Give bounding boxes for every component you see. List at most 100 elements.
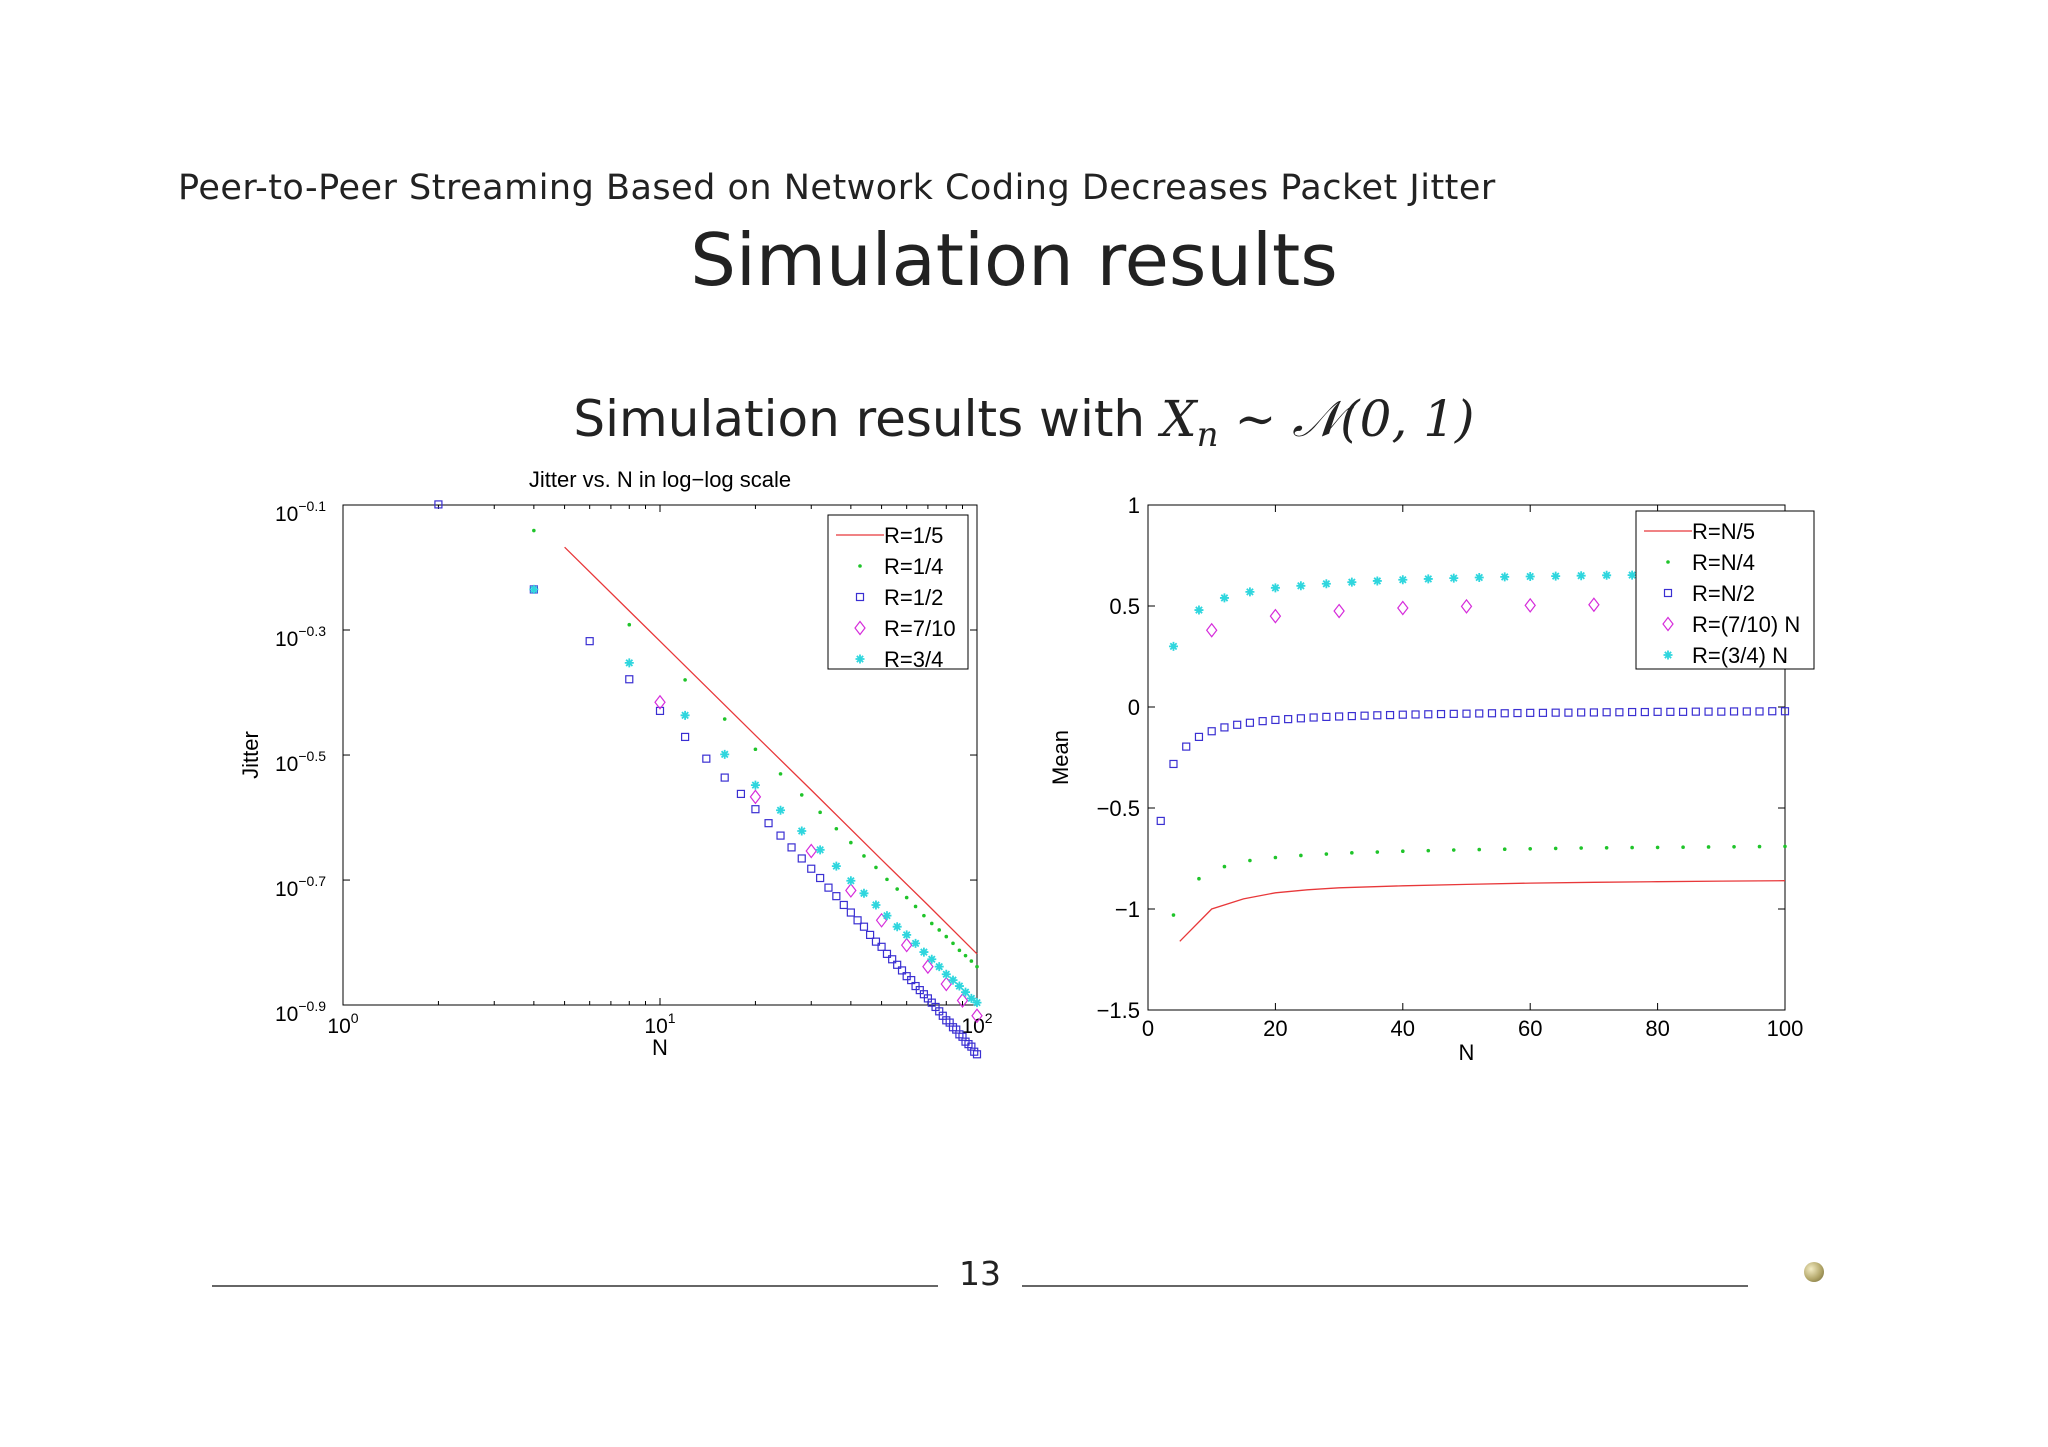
data-point [1475, 709, 1484, 718]
data-point [853, 916, 862, 925]
math-distribution: ∼ 𝒩(0, 1) [1218, 390, 1475, 448]
data-point [1678, 707, 1688, 716]
data-point [972, 998, 982, 1008]
data-point [859, 888, 869, 898]
data-point [776, 805, 786, 815]
data-point [839, 900, 848, 910]
data-point [937, 928, 942, 932]
data-point [1460, 598, 1473, 614]
data-point [1604, 845, 1609, 850]
series-R=1/4 [532, 528, 979, 969]
data-point [922, 959, 934, 975]
data-point [1553, 846, 1558, 851]
data-point [1385, 710, 1395, 720]
data-point [927, 954, 937, 964]
data-point [1397, 600, 1409, 616]
data-point [1577, 708, 1586, 717]
data-point [871, 937, 881, 946]
data-point [807, 864, 816, 873]
legend: R=N/5 R=N/4 R=N/2 R=(7/10) N R=(3/4) N [1635, 510, 1815, 670]
data-point [787, 843, 796, 852]
data-point [1269, 608, 1282, 624]
data-point [911, 938, 921, 948]
data-point [1207, 727, 1216, 736]
data-point [961, 987, 971, 997]
series-R=7/10 [654, 694, 983, 1024]
page-number: 13 [959, 1254, 1001, 1293]
data-point [1350, 851, 1354, 855]
x-tick-label: 20 [1263, 1016, 1287, 1041]
data-point [919, 947, 929, 957]
legend-label: R=N/5 [1692, 519, 1755, 544]
legend-marker [854, 620, 866, 636]
data-point [1655, 845, 1660, 850]
data-point [944, 934, 949, 939]
legend-marker [855, 654, 865, 664]
data-point [1589, 708, 1599, 717]
data-point [1564, 708, 1573, 717]
data-point [683, 678, 687, 682]
data-point [1222, 864, 1227, 869]
data-point [1245, 718, 1255, 727]
slide-subtitle: Simulation results with Xn ∼ 𝒩(0, 1) [0, 390, 2048, 455]
data-point [874, 865, 878, 870]
data-point [1411, 710, 1420, 719]
footer-line-left [212, 1285, 938, 1287]
data-point [1321, 579, 1331, 589]
data-point [888, 955, 897, 964]
data-point [627, 622, 632, 627]
data-point [1205, 622, 1218, 638]
data-point [1602, 570, 1612, 580]
data-point [1156, 816, 1165, 826]
data-point [1653, 707, 1662, 716]
series-R=1/5 [564, 546, 978, 955]
data-point [1333, 603, 1345, 619]
data-point [1627, 570, 1637, 580]
data-point [1742, 707, 1751, 716]
data-point [929, 921, 934, 926]
data-point [1780, 707, 1790, 716]
data-point [922, 913, 926, 918]
mean-vs-n-chart: 0 20 40 60 80 100−1.5−1−0.500.51NMeanR=N/5R=N… [1048, 493, 1815, 1065]
data-point [1615, 708, 1624, 717]
plot-frame [1147, 504, 1786, 1011]
data-point [1169, 759, 1178, 769]
data-point [1551, 571, 1561, 581]
y-tick-label: −1 [1115, 897, 1140, 922]
data-point [624, 658, 634, 668]
data-point [902, 930, 912, 940]
navigation-ball-icon[interactable] [1804, 1262, 1824, 1282]
legend-label: R=1/2 [884, 585, 943, 610]
chart-title: Jitter vs. N in log−log scale [529, 467, 791, 492]
data-point [1526, 708, 1535, 717]
x-tick-label: 40 [1391, 1016, 1415, 1041]
data-point [832, 892, 841, 901]
data-point [971, 1008, 983, 1024]
data-point [1524, 597, 1536, 613]
y-axis-label: Jitter [238, 731, 263, 779]
data-point [1666, 707, 1675, 716]
data-point [655, 706, 665, 716]
data-point [972, 1050, 982, 1059]
data-point [900, 937, 913, 953]
data-point [964, 1040, 973, 1049]
data-point [948, 975, 958, 985]
data-point [1233, 720, 1242, 729]
data-point [1322, 712, 1331, 721]
data-point [1426, 848, 1431, 853]
data-point [818, 810, 822, 815]
data-point [913, 904, 918, 909]
data-point [1640, 707, 1649, 717]
data-point [907, 975, 916, 985]
data-point [831, 861, 841, 871]
data-point [824, 883, 833, 892]
y-tick-label: −0.5 [1097, 796, 1140, 821]
x-axis-label: N [1459, 1040, 1475, 1065]
data-point [845, 882, 857, 898]
data-point [1248, 858, 1252, 863]
legend-label: R=1/4 [884, 554, 943, 579]
legend-marker [1666, 560, 1670, 564]
data-point [1588, 597, 1600, 613]
data-point [753, 747, 758, 752]
